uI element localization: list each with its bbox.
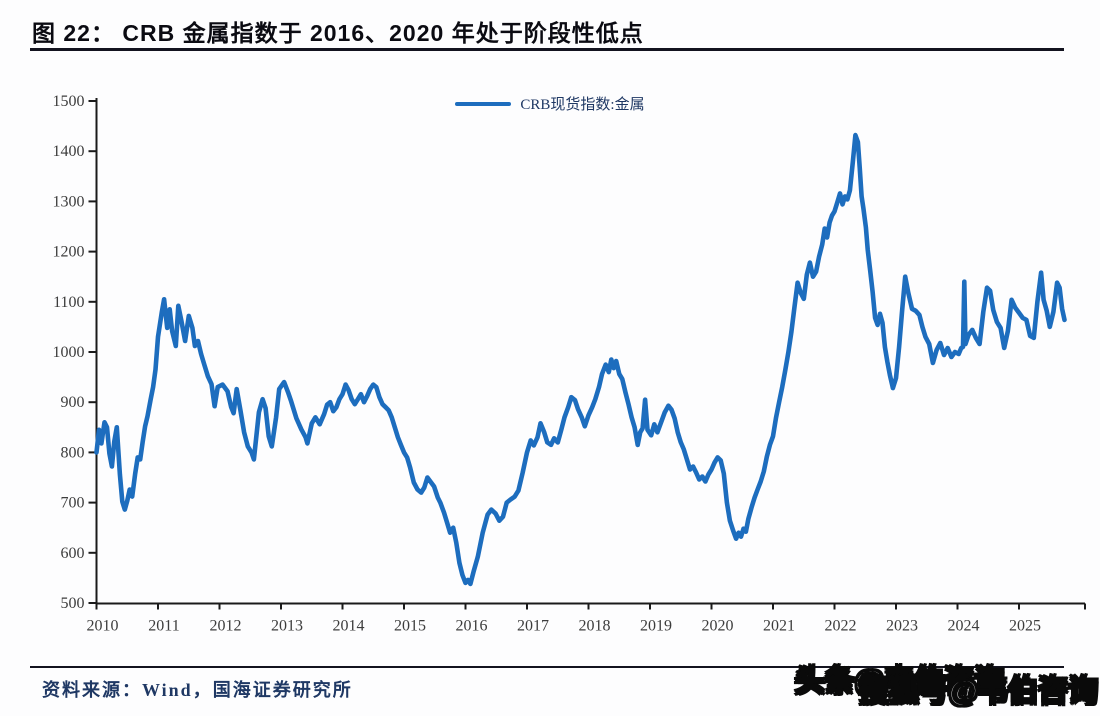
source-note: 资料来源：Wind，国海证券研究所 — [42, 680, 353, 700]
y-tick-label: 600 — [61, 545, 85, 562]
x-tick-label: 2020 — [702, 618, 734, 635]
x-tick-label: 2023 — [886, 618, 918, 635]
x-tick-label: 2017 — [517, 618, 549, 635]
x-tick-label: 2016 — [456, 618, 488, 635]
x-tick-label: 2015 — [394, 618, 426, 635]
y-tick-label: 1300 — [53, 193, 85, 210]
x-tick-label: 2010 — [87, 618, 119, 635]
title-underline — [30, 48, 1064, 51]
x-tick-label: 2012 — [210, 618, 242, 635]
series-crb-metal-line — [94, 132, 1067, 587]
x-tick-label: 2025 — [1009, 618, 1041, 635]
y-tick-label: 500 — [61, 595, 85, 612]
y-tick-label: 1100 — [53, 294, 84, 311]
y-tick-label: 1400 — [53, 143, 85, 160]
footer-divider — [30, 666, 1064, 668]
x-tick-label: 2022 — [825, 618, 857, 635]
x-tick-label: 2013 — [271, 618, 303, 635]
y-tick-label: 1500 — [53, 93, 85, 110]
y-tick-label: 1200 — [53, 244, 85, 261]
x-tick-label: 2011 — [148, 618, 179, 635]
y-tick-label: 800 — [61, 444, 85, 461]
watermark-souhu: 搜狐号@韦伯咨询 — [858, 674, 1099, 709]
x-tick-label: 2014 — [333, 618, 365, 635]
y-tick-label: 700 — [61, 495, 85, 512]
chart-legend: CRB现货指数:金属 — [0, 93, 1100, 114]
x-tick-label: 2021 — [763, 618, 795, 635]
crb-metal-index-line-chart: 500 600 700 800 900 1000 1100 1200 1300 1400 1500 2… — [53, 93, 1086, 635]
y-tick-label: 1000 — [53, 344, 85, 361]
x-tick-label: 2019 — [640, 618, 672, 635]
legend-series-label: CRB现货指数:金属 — [520, 97, 645, 113]
y-tick-label: 900 — [61, 394, 85, 411]
watermark-block: 头条@韦伯咨询 搜狐号@韦伯咨询 — [794, 662, 1100, 716]
x-tick-label: 2024 — [948, 618, 980, 635]
legend-line-swatch — [455, 101, 512, 106]
x-tick-label: 2018 — [579, 618, 611, 635]
axes: 500 600 700 800 900 1000 1100 1200 1300 1400 1500 2… — [53, 93, 1086, 635]
watermark-toutiao: 头条@韦伯咨询 — [794, 664, 1005, 699]
figure-title: 图 22： CRB 金属指数于 2016、2020 年处于阶段性低点 — [32, 20, 644, 46]
